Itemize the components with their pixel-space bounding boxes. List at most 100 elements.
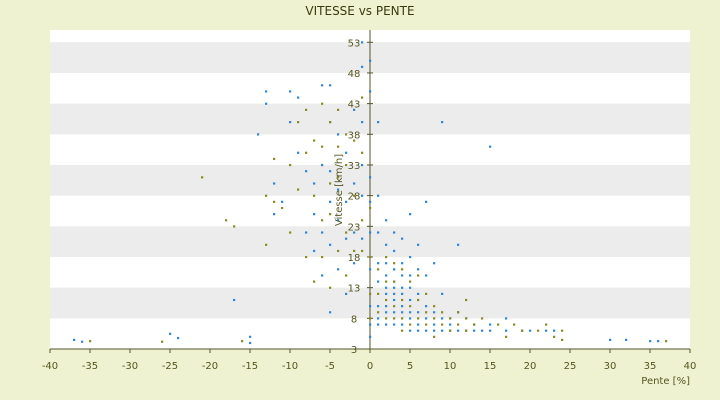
data-point bbox=[417, 243, 420, 246]
data-point bbox=[481, 317, 484, 320]
data-point bbox=[353, 194, 356, 197]
data-point bbox=[385, 286, 388, 289]
data-point bbox=[465, 329, 468, 332]
data-point bbox=[401, 329, 404, 332]
data-point bbox=[313, 249, 316, 253]
data-point bbox=[361, 194, 364, 197]
data-point bbox=[385, 280, 388, 283]
data-point bbox=[321, 102, 324, 105]
x-tick-label: 10 bbox=[444, 361, 457, 372]
data-point bbox=[425, 292, 428, 295]
x-tick-label: -40 bbox=[42, 361, 58, 372]
data-point bbox=[273, 200, 276, 203]
data-point bbox=[353, 249, 356, 253]
data-point bbox=[329, 84, 332, 87]
data-point bbox=[369, 335, 372, 338]
data-point bbox=[425, 200, 428, 203]
data-point bbox=[425, 323, 428, 326]
data-point bbox=[361, 41, 364, 44]
data-point bbox=[417, 323, 420, 326]
data-point bbox=[289, 90, 292, 93]
chart-title: VITESSE vs PENTE bbox=[305, 4, 414, 18]
y-tick-label: 18 bbox=[348, 253, 361, 264]
data-point bbox=[441, 121, 444, 124]
y-tick-label: 23 bbox=[348, 222, 361, 233]
data-point bbox=[385, 262, 388, 265]
data-point bbox=[545, 323, 548, 326]
data-point bbox=[297, 188, 300, 191]
data-point bbox=[401, 237, 404, 240]
x-tick-label: 30 bbox=[604, 361, 617, 372]
y-tick-label: 38 bbox=[348, 130, 361, 141]
data-point bbox=[337, 108, 340, 111]
data-point bbox=[297, 151, 300, 154]
data-point bbox=[505, 317, 508, 320]
data-point bbox=[385, 219, 388, 222]
x-tick-label: -25 bbox=[162, 361, 178, 372]
data-point bbox=[377, 194, 380, 197]
data-point bbox=[441, 323, 444, 326]
data-point bbox=[297, 96, 300, 99]
y-tick-label: 13 bbox=[348, 284, 361, 295]
x-tick-label: 5 bbox=[407, 361, 413, 372]
data-point bbox=[441, 292, 444, 295]
x-tick-label: -5 bbox=[325, 361, 335, 372]
data-point bbox=[521, 329, 524, 332]
data-point bbox=[361, 237, 364, 240]
data-point bbox=[233, 298, 236, 302]
data-point bbox=[449, 323, 452, 326]
data-point bbox=[305, 108, 308, 111]
data-point bbox=[297, 121, 300, 124]
data-point bbox=[401, 311, 404, 314]
data-point bbox=[369, 323, 372, 326]
data-point bbox=[289, 231, 292, 234]
data-point bbox=[161, 340, 164, 343]
data-point bbox=[345, 292, 348, 295]
data-point bbox=[257, 133, 260, 136]
data-point bbox=[513, 323, 516, 326]
data-point bbox=[489, 329, 492, 332]
data-point bbox=[441, 311, 444, 314]
data-point bbox=[369, 305, 372, 308]
data-point bbox=[329, 311, 332, 314]
data-point bbox=[417, 329, 420, 332]
data-point bbox=[329, 121, 332, 124]
data-point bbox=[369, 231, 372, 234]
data-point bbox=[457, 311, 460, 314]
data-point bbox=[337, 133, 340, 136]
data-point bbox=[409, 280, 412, 283]
data-point bbox=[265, 102, 268, 105]
data-point bbox=[481, 329, 484, 332]
data-point bbox=[409, 213, 412, 216]
data-point bbox=[321, 255, 324, 259]
x-tick-label: 40 bbox=[684, 361, 697, 372]
data-point bbox=[329, 170, 332, 173]
data-point bbox=[417, 274, 420, 277]
data-point bbox=[337, 219, 340, 222]
data-point bbox=[233, 225, 236, 228]
data-point bbox=[401, 268, 404, 271]
data-point bbox=[561, 338, 564, 341]
data-point bbox=[89, 340, 92, 343]
data-point bbox=[425, 329, 428, 332]
data-point bbox=[313, 194, 316, 197]
data-point bbox=[329, 200, 332, 203]
data-point bbox=[457, 329, 460, 332]
x-tick-label: -20 bbox=[202, 361, 218, 372]
data-point bbox=[81, 340, 84, 343]
data-point bbox=[369, 292, 372, 295]
data-point bbox=[385, 298, 388, 302]
data-point bbox=[369, 268, 372, 271]
data-point bbox=[393, 249, 396, 253]
data-point bbox=[417, 268, 420, 271]
data-point bbox=[657, 340, 660, 343]
x-tick-label: -30 bbox=[122, 361, 138, 372]
data-point bbox=[265, 243, 268, 246]
data-point bbox=[305, 255, 308, 259]
data-point bbox=[313, 213, 316, 216]
data-point bbox=[393, 262, 396, 265]
data-point bbox=[393, 231, 396, 234]
data-point bbox=[561, 329, 564, 332]
data-point bbox=[369, 200, 372, 203]
